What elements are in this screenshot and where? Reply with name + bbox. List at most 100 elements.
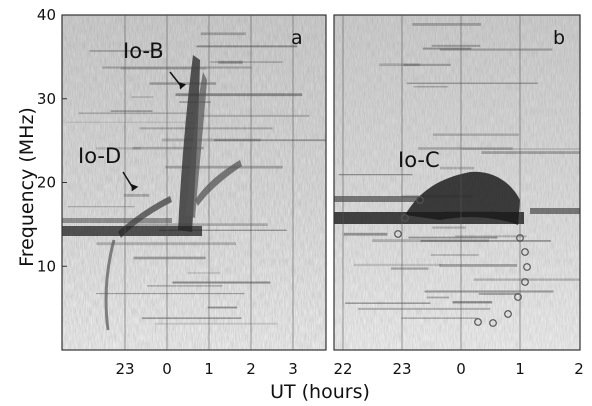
x-tick-label: 3 [288,360,298,378]
annotation-io-b: Io-B [123,39,164,63]
spectral-striation [187,272,221,274]
spectral-striation [433,133,520,136]
x-tick-label: 0 [456,360,466,378]
x-tick-label: 1 [204,360,214,378]
spectral-striation [345,302,431,304]
spectral-striation [455,235,527,238]
model-circle [474,318,482,326]
spectral-striation [379,63,420,67]
spectral-striation [123,193,150,197]
io-c-emission [334,171,580,225]
spectral-striation [133,256,206,260]
spectral-striation [78,112,194,115]
spectral-striation [96,242,236,246]
spectral-striation [139,127,273,130]
annotation-io-d: Io-D [78,144,121,168]
spectral-striation [462,148,580,150]
spectral-striation [154,322,278,325]
x-tick-label: 1 [515,360,525,378]
x-tick-label: 22 [333,360,352,378]
model-circle [514,293,522,301]
spectral-striation [201,114,310,117]
model-circle [489,319,497,327]
spectral-striation [452,301,493,304]
io-b-emission [178,55,242,232]
spectral-striation [413,86,448,88]
x-tick-label: 23 [392,360,411,378]
arrowhead-io-d [131,184,139,192]
spectral-striation [132,146,204,150]
spectral-striation [158,229,287,231]
spectral-striation [426,296,449,299]
spectral-striation [120,67,207,70]
spectral-striation [412,23,482,26]
x-tick-label: 0 [162,360,172,378]
arrow-io-d [122,171,134,189]
spectral-striation [172,281,271,284]
spectral-striation [430,254,479,256]
spectral-striation [424,290,554,293]
spectral-striation [131,96,154,98]
model-circle [521,278,529,286]
x-axis-title: UT (hours) [270,381,370,403]
spectral-striation [95,147,141,150]
model-circle [504,310,512,318]
spectral-striation [147,285,223,287]
panel-a-spectrum-texture [66,32,326,325]
spectral-striation [165,165,283,169]
spectral-striation [95,292,245,295]
spectral-striation [218,60,243,64]
spectral-striation [213,139,326,142]
x-tick-label: 2 [574,360,584,378]
spectral-striation [66,121,197,123]
spectral-striation [408,236,498,239]
spectral-striation [432,226,466,229]
spectral-striation [478,292,520,295]
model-circle [523,263,531,271]
panel-label-b: b [553,27,565,49]
spectral-striation [343,232,388,236]
panel-b-frame [333,14,581,351]
spectral-striation [161,138,261,142]
spectral-striation [110,110,153,112]
y-tick-label: 40 [37,6,56,24]
spectral-striation [372,239,490,243]
spectral-striation [196,45,298,48]
spectral-striation [401,317,478,319]
y-axis-tick-labels: 10 20 30 40 [37,6,67,275]
spectral-striation [431,44,481,47]
spectral-striation [439,264,518,267]
spectral-striation [200,32,246,36]
spectral-striation [406,82,538,85]
spectral-striation [89,50,163,52]
arrowhead-io-b [179,82,187,90]
model-circle [394,230,402,238]
spectral-striation [338,174,413,176]
panel-label-a: a [291,27,303,49]
x-tick-label: 23 [115,360,134,378]
panel-b [333,14,581,351]
y-tick-label: 20 [37,174,56,192]
spectral-striation [391,267,429,270]
spectral-striation [210,61,283,63]
spectral-striation [420,240,551,242]
spectral-striation [67,206,135,208]
model-circle [416,196,424,204]
spectral-striation [102,66,252,69]
y-tick-label: 10 [37,257,56,275]
annotation-io-c: Io-C [398,148,440,172]
arrow-io-b [169,71,182,87]
spectral-striation [481,151,580,154]
spectral-striation [207,306,238,309]
spectral-striation [357,307,491,310]
spectral-striation [439,48,553,51]
x-axis-tick-labels-panel-a: 23 0 1 2 3 [115,15,298,378]
spectral-striation [418,147,513,150]
spectral-striation [440,166,475,170]
spectral-striation [141,317,242,320]
spectral-striation [175,93,303,97]
x-axis-tick-labels-panel-b: 22 23 0 1 2 [333,15,584,378]
spectral-striation [422,47,472,50]
panel-b-spectrum-texture [338,23,580,319]
